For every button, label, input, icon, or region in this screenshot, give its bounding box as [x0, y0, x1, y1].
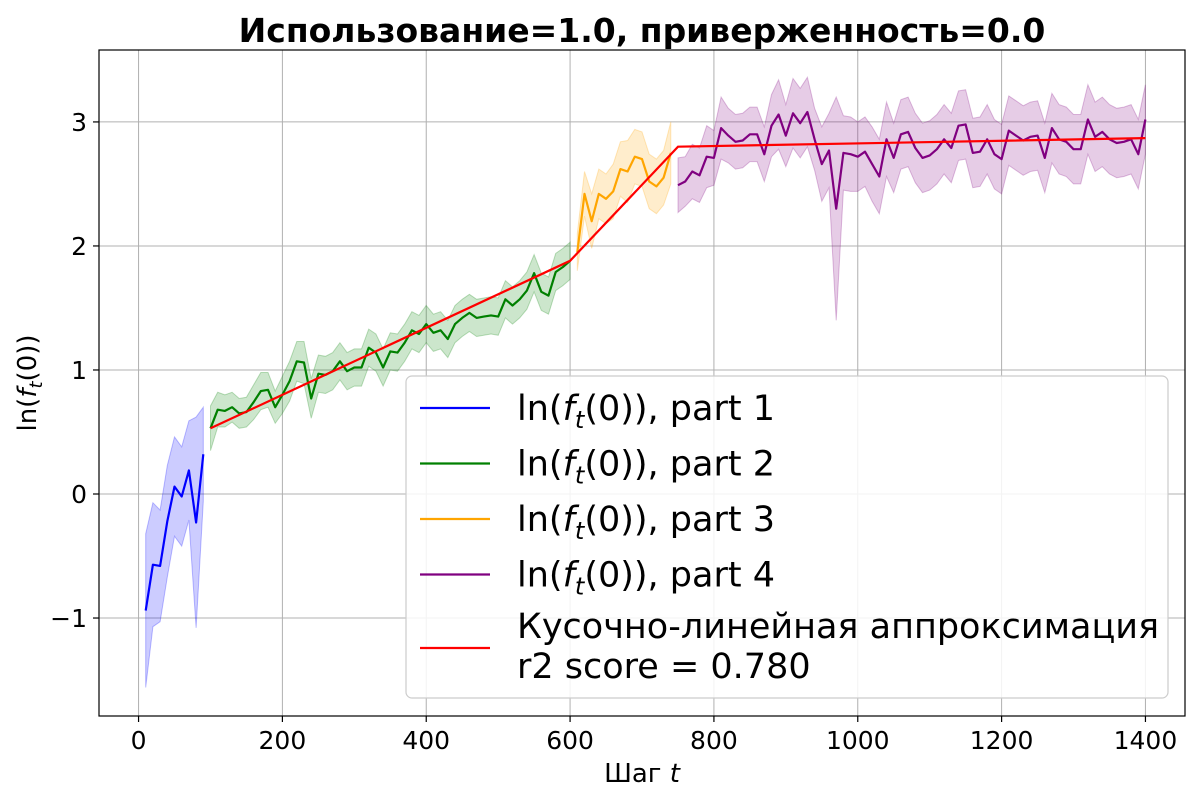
legend-box	[405, 375, 1169, 699]
x-tick-label: 1400	[1114, 726, 1178, 755]
legend: ln(ft(0)), part 1 ln(ft(0)), part 2 ln(ft(…	[405, 375, 1169, 699]
x-tick-label: 1200	[970, 726, 1034, 755]
series-line-4	[677, 110, 1147, 210]
legend-label-fit-score: r2 score = 0.780	[517, 647, 811, 687]
fit-line	[210, 137, 1146, 430]
series-band-3	[576, 121, 672, 271]
x-axis-label-var: t	[670, 759, 681, 789]
x-axis-label: Шаг t	[604, 759, 681, 789]
x-tick-label: 1000	[826, 726, 890, 755]
x-tick-label: 200	[259, 726, 307, 755]
series-lines	[144, 110, 1147, 611]
series-line-2	[209, 259, 571, 429]
x-tick-label: 600	[546, 726, 594, 755]
y-tick-label: 2	[71, 232, 87, 261]
y-tick-label: 0	[71, 480, 87, 509]
series-band-4	[677, 76, 1146, 321]
x-axis-label-main: Шаг	[604, 759, 661, 789]
x-tick-label: 0	[131, 726, 147, 755]
fit-line-group	[210, 137, 1146, 430]
legend-label-3: ln(ft(0)), part 3	[517, 500, 775, 545]
x-tick-label: 800	[690, 726, 738, 755]
legend-label-4: ln(ft(0)), part 4	[517, 556, 775, 601]
chart-title: Использование=1.0, приверженность=0.0	[239, 11, 1046, 50]
legend-label-fit: Кусочно-линейная аппроксимация	[517, 607, 1159, 647]
y-axis-ticks: −1 0 1 2 3	[50, 108, 99, 633]
x-tick-label: 400	[402, 726, 450, 755]
legend-label-2: ln(ft(0)), part 2	[517, 445, 775, 490]
y-tick-label: 3	[71, 108, 87, 137]
plot-frame	[98, 49, 1186, 717]
x-axis-ticks: 0 200 400 600 800 1000 1200 1400	[131, 716, 1178, 755]
series-band-1	[145, 405, 204, 688]
legend-label-1: ln(ft(0)), part 1	[517, 389, 775, 434]
series-band-2	[210, 241, 571, 451]
y-tick-label: 1	[71, 356, 87, 385]
series-line-3	[576, 152, 672, 253]
y-axis-label: ln(ft(0))	[13, 334, 47, 431]
y-tick-label: −1	[50, 604, 87, 633]
series-line-1	[144, 454, 205, 611]
